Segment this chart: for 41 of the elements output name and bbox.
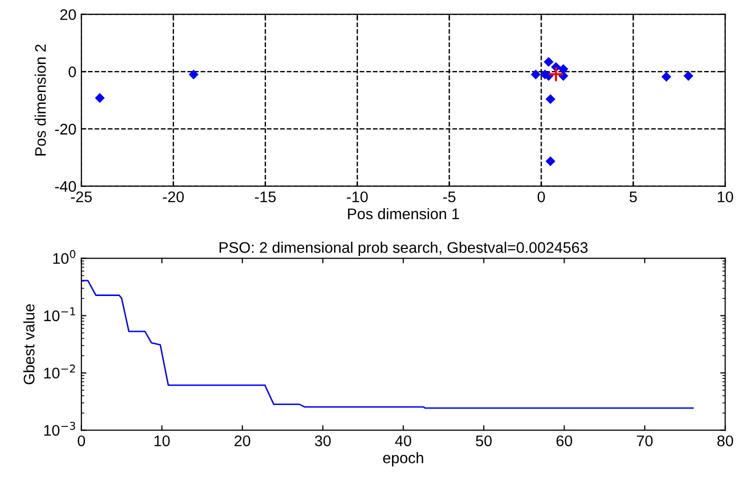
x-tick-label: 40 <box>395 435 412 446</box>
x-tick-label: 50 <box>476 435 492 446</box>
point <box>544 57 554 67</box>
point <box>546 94 556 104</box>
x-axis-title: Pos dimension 1 <box>348 208 460 220</box>
y-tick-label: 10$^{−2}$ <box>44 364 75 378</box>
y-tick-label: 10$^{−3}$ <box>44 422 76 436</box>
x-tick-label: 20 <box>234 435 250 446</box>
x-tick-label: 0 <box>538 191 545 202</box>
y-tick-label: 10$^{0}$ <box>53 250 76 264</box>
x-tick-label: 10 <box>154 435 170 446</box>
point <box>95 93 104 103</box>
x-tick-label: 60 <box>556 435 572 446</box>
y-axis-title: Pos dimension 2 <box>34 44 46 156</box>
y-tick-label: 10$^{−1}$ <box>44 307 75 322</box>
point <box>546 156 556 166</box>
y-axis-title: Gbest value <box>23 304 35 384</box>
point <box>531 70 540 80</box>
x-tick-label: -25 <box>71 191 92 202</box>
x-tick-label: -10 <box>346 191 368 202</box>
y-tick-label: 0 <box>68 66 76 78</box>
point <box>684 71 694 81</box>
x-tick-label: 10 <box>718 191 734 202</box>
x-tick-label: 80 <box>717 435 734 446</box>
y-tick-label: -40 <box>55 181 76 192</box>
chart-title: PSO: 2 dimensional prob search, Gbestval=0.0024563 <box>220 242 588 256</box>
point <box>558 64 568 74</box>
x-tick-label: -20 <box>163 191 184 202</box>
y-tick-label: 20 <box>60 9 76 20</box>
point <box>188 70 198 80</box>
x-tick-label: 0 <box>78 435 86 446</box>
x-tick-label: 5 <box>630 192 637 202</box>
x-axis-title: epoch <box>383 452 424 466</box>
point <box>548 66 564 82</box>
y-tick-label: -20 <box>55 124 76 135</box>
x-tick-label: 30 <box>314 435 331 446</box>
line-series <box>81 280 694 409</box>
x-tick-label: -5 <box>443 192 456 202</box>
point <box>662 72 671 82</box>
x-tick-label: -15 <box>254 192 276 202</box>
x-tick-label: 70 <box>637 435 653 446</box>
